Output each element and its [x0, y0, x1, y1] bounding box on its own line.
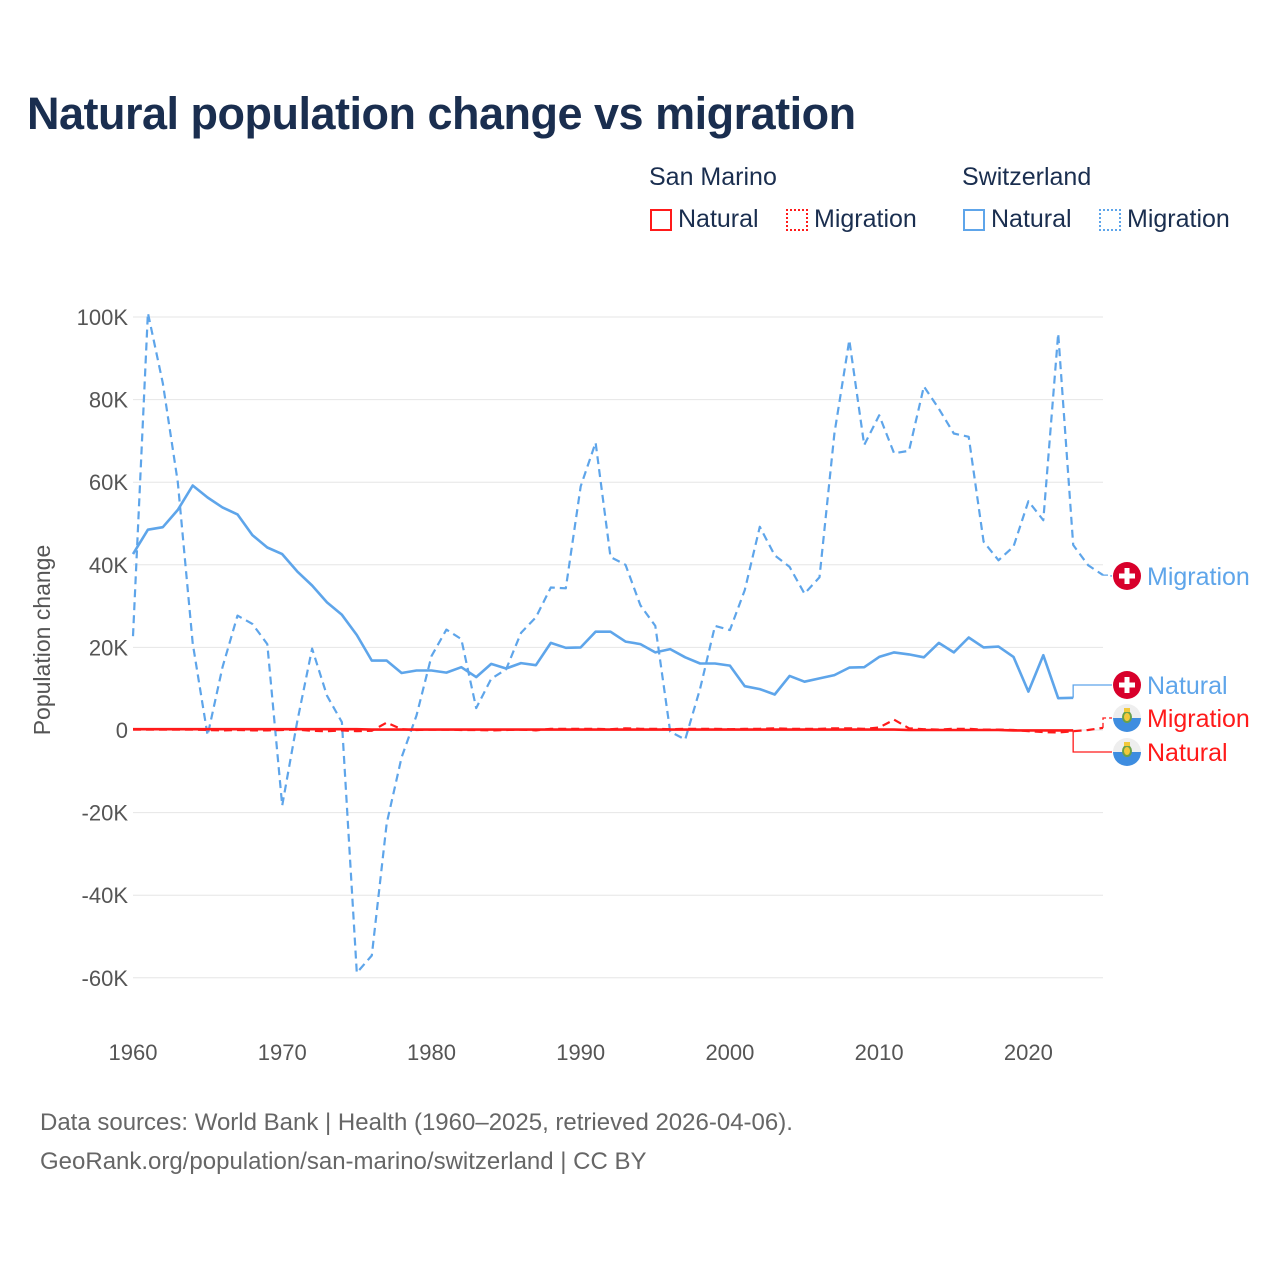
series-line-switzerland-natural[interactable]	[131, 484, 1074, 700]
switzerland-flag-icon	[1113, 562, 1141, 590]
label-connector	[1072, 730, 1112, 753]
x-tick-label: 1990	[556, 1040, 605, 1065]
legend-label: Migration	[814, 205, 917, 233]
solid-swatch-icon	[963, 208, 985, 231]
label-connector	[1072, 684, 1112, 698]
y-tick-label: 20K	[89, 635, 128, 660]
legend-group-san-marino: San Marino	[649, 163, 777, 191]
y-axis-label: Population change	[29, 545, 55, 736]
legend-group-switzerland: Switzerland	[962, 163, 1092, 191]
switzerland-flag-icon	[1113, 671, 1141, 699]
label-connector	[1102, 717, 1112, 728]
end-label-san-marino-natural: Natural	[1147, 739, 1228, 767]
y-tick-label: -40K	[82, 883, 129, 908]
source-line-1: Data sources: World Bank | Health (1960–…	[40, 1109, 793, 1136]
legend-item-san-marino-migration[interactable]: Migration	[786, 205, 917, 234]
y-tick-label: 80K	[89, 388, 128, 413]
legend-label: Natural	[991, 205, 1072, 233]
series-line-switzerland-migration[interactable]	[131, 311, 1104, 974]
legend-label: Migration	[1127, 205, 1230, 233]
legend-item-switzerland-natural[interactable]: Natural	[963, 205, 1072, 234]
x-tick-label: 1970	[258, 1040, 307, 1065]
x-tick-label: 2010	[855, 1040, 904, 1065]
y-tick-label: 100K	[77, 305, 129, 330]
end-label-switzerland-natural: Natural	[1147, 672, 1228, 700]
y-tick-label: -20K	[82, 801, 129, 826]
x-tick-label: 1960	[109, 1040, 158, 1065]
end-label-san-marino-migration: Migration	[1147, 705, 1250, 733]
y-tick-label: 40K	[89, 553, 128, 578]
dotted-swatch-icon	[786, 208, 808, 231]
label-connector	[1103, 574, 1112, 577]
series-line-san-marino-natural[interactable]	[133, 727, 1074, 732]
chart-title: Natural population change vs migration	[27, 88, 856, 139]
end-label-switzerland-migration: Migration	[1147, 563, 1250, 591]
x-tick-label: 1980	[407, 1040, 456, 1065]
x-tick-label: 2020	[1004, 1040, 1053, 1065]
san-marino-flag-icon	[1113, 704, 1141, 732]
dotted-swatch-icon	[1099, 208, 1121, 231]
y-tick-label: 0	[116, 718, 128, 743]
source-line-2[interactable]: GeoRank.org/population/san-marino/switze…	[40, 1148, 647, 1175]
x-tick-label: 2000	[705, 1040, 754, 1065]
legend-item-san-marino-natural[interactable]: Natural	[650, 205, 759, 234]
y-tick-label: -60K	[82, 966, 129, 991]
solid-swatch-icon	[650, 208, 672, 231]
legend-label: Natural	[678, 205, 759, 233]
y-tick-label: 60K	[89, 470, 128, 495]
san-marino-flag-icon	[1113, 738, 1141, 766]
legend-item-switzerland-migration[interactable]: Migration	[1099, 205, 1230, 234]
